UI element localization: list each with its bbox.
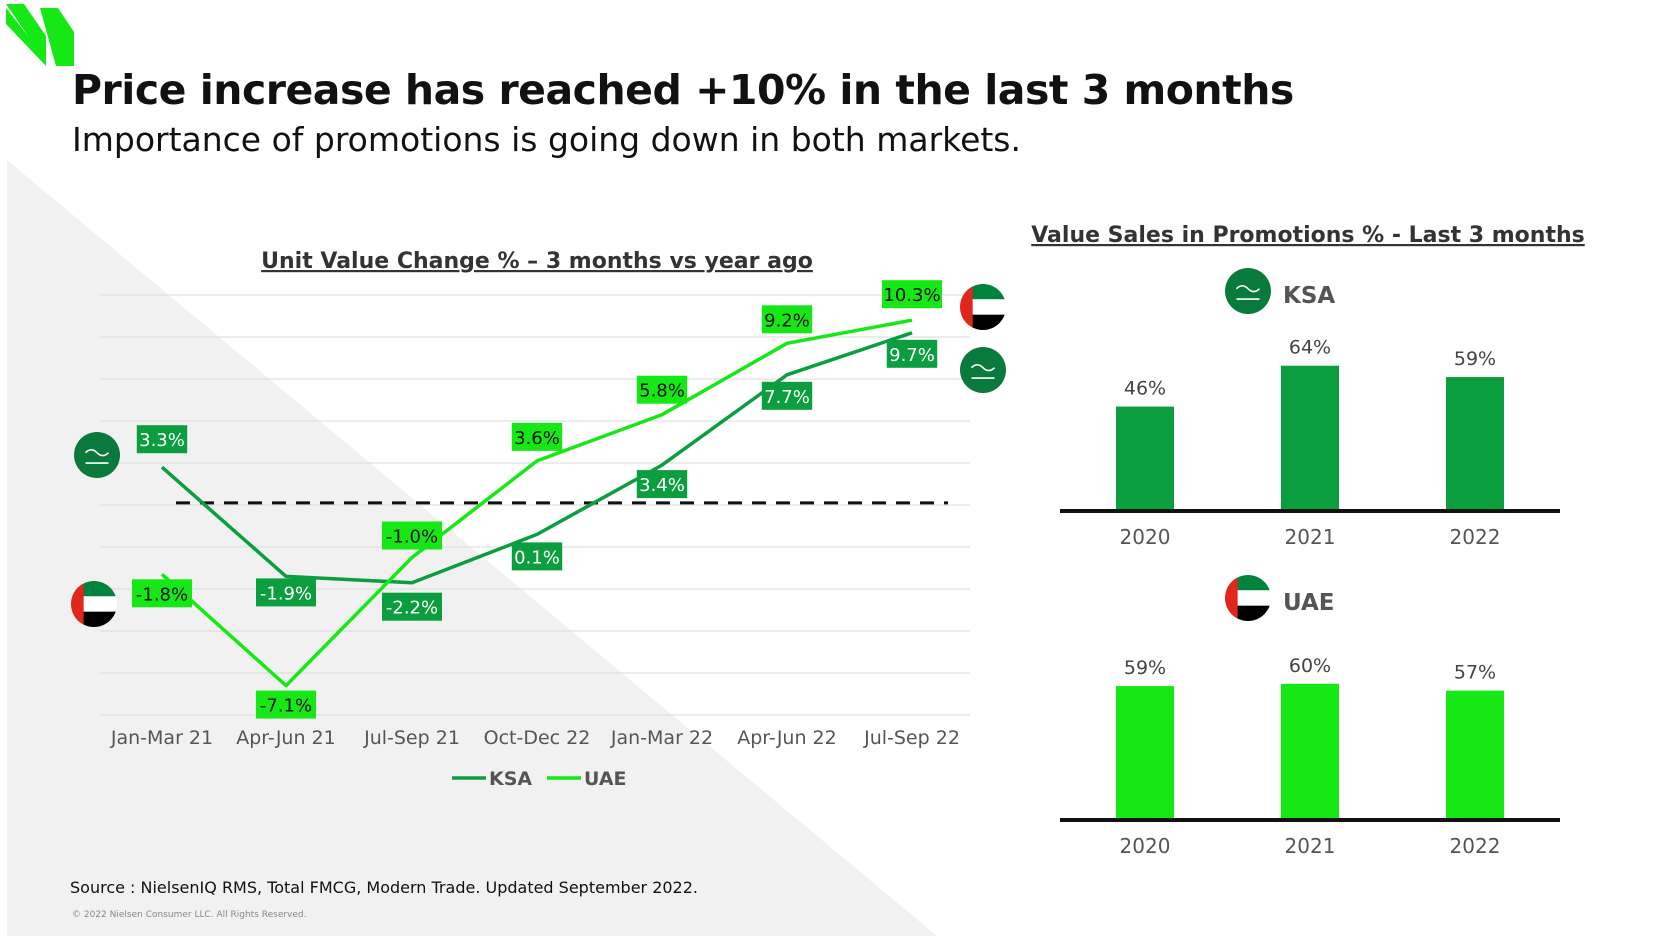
data-label-uae: 10.3% — [883, 285, 940, 306]
legend-label-uae: UAE — [584, 768, 627, 790]
ksa-bar — [1116, 406, 1174, 511]
source-note: Source : NielsenIQ RMS, Total FMCG, Mode… — [70, 878, 698, 897]
ksa-flag-icon — [74, 432, 120, 478]
x-tick-label: Apr-Jun 22 — [737, 727, 836, 749]
page-subtitle: Importance of promotions is going down i… — [72, 120, 1021, 159]
uae-bar-value-label: 59% — [1124, 657, 1166, 679]
data-label-uae-bg — [882, 280, 942, 309]
data-label-ksa-bg — [761, 381, 813, 410]
ksa-bar — [1281, 365, 1339, 511]
ksa-panel-title: KSA — [1283, 283, 1335, 309]
x-tick-label: Oct-Dec 22 — [484, 727, 591, 749]
data-label-ksa-bg — [636, 470, 688, 499]
nielseniq-logo — [6, 4, 74, 66]
data-label-uae: 3.6% — [514, 428, 560, 449]
uae-bar-value-label: 60% — [1289, 655, 1331, 677]
data-label-ksa: 0.1% — [514, 547, 560, 568]
promo-chart-title: Value Sales in Promotions % - Last 3 mon… — [1031, 223, 1585, 248]
data-label-ksa: 3.3% — [139, 430, 185, 451]
data-label-uae: 5.8% — [639, 381, 685, 402]
data-label-ksa: 3.4% — [639, 475, 685, 496]
ksa-bar-value-label: 59% — [1454, 348, 1496, 370]
page-title: Price increase has reached +10% in the l… — [72, 66, 1294, 114]
uae-x-tick-label: 2020 — [1120, 834, 1171, 858]
uae-bar-value-label: 57% — [1454, 662, 1496, 684]
data-label-ksa-bg — [256, 578, 316, 607]
ksa-x-tick-label: 2020 — [1120, 525, 1171, 549]
uae-bar — [1116, 686, 1174, 820]
data-label-uae: -1.0% — [386, 527, 438, 548]
data-label-uae: -7.1% — [260, 696, 312, 717]
data-label-ksa: -1.9% — [260, 583, 312, 604]
data-label-ksa-bg — [886, 339, 938, 368]
ksa-bar-value-label: 46% — [1124, 378, 1166, 400]
ksa-flag-end-icon — [960, 347, 1006, 393]
x-tick-label: Jul-Sep 22 — [863, 727, 960, 749]
uae-flag-end-icon — [960, 284, 1006, 330]
ksa-bar — [1446, 377, 1504, 511]
series-line-uae — [160, 318, 913, 688]
data-label-ksa-bg — [511, 542, 563, 571]
ksa-x-tick-label: 2022 — [1450, 525, 1501, 549]
data-label-ksa: -2.2% — [386, 598, 438, 619]
data-label-ksa-bg — [382, 592, 442, 621]
uae-flag-icon — [71, 581, 117, 627]
data-label-uae-bg — [256, 690, 316, 719]
ksa-bar-value-label: 64% — [1289, 337, 1331, 359]
legend-label-ksa: KSA — [489, 768, 532, 790]
x-tick-label: Apr-Jun 21 — [236, 727, 335, 749]
x-tick-label: Jan-Mar 21 — [110, 727, 213, 749]
x-tick-label: Jul-Sep 21 — [363, 727, 460, 749]
data-label-uae-bg — [511, 422, 563, 451]
uae-bar — [1446, 690, 1504, 820]
ksa-x-tick-label: 2021 — [1285, 525, 1336, 549]
copyright-note: © 2022 Nielsen Consumer LLC. All Rights … — [72, 910, 307, 920]
uae-panel-flag-icon — [1225, 575, 1271, 621]
data-label-uae: 9.2% — [764, 310, 810, 331]
uae-panel-title: UAE — [1283, 590, 1334, 616]
data-label-ksa: 9.7% — [889, 345, 935, 366]
data-label-uae-bg — [636, 375, 688, 404]
uae-x-tick-label: 2021 — [1285, 834, 1336, 858]
line-chart-title: Unit Value Change % – 3 months vs year a… — [261, 249, 813, 274]
uae-x-tick-label: 2022 — [1450, 834, 1501, 858]
ksa-panel-flag-icon — [1225, 268, 1271, 314]
series-line-ksa — [160, 331, 913, 585]
unit-value-line-chart: Unit Value Change % – 3 months vs year a… — [71, 249, 1006, 790]
data-label-ksa-bg — [136, 425, 188, 454]
data-label-uae: -1.8% — [136, 584, 188, 605]
data-label-ksa: 7.7% — [764, 387, 810, 408]
data-label-uae-bg — [132, 579, 192, 608]
background-triangle — [7, 160, 937, 936]
uae-bar — [1281, 683, 1339, 820]
x-tick-label: Jan-Mar 22 — [610, 727, 713, 749]
data-label-uae-bg — [761, 305, 813, 334]
data-label-uae-bg — [382, 521, 442, 550]
